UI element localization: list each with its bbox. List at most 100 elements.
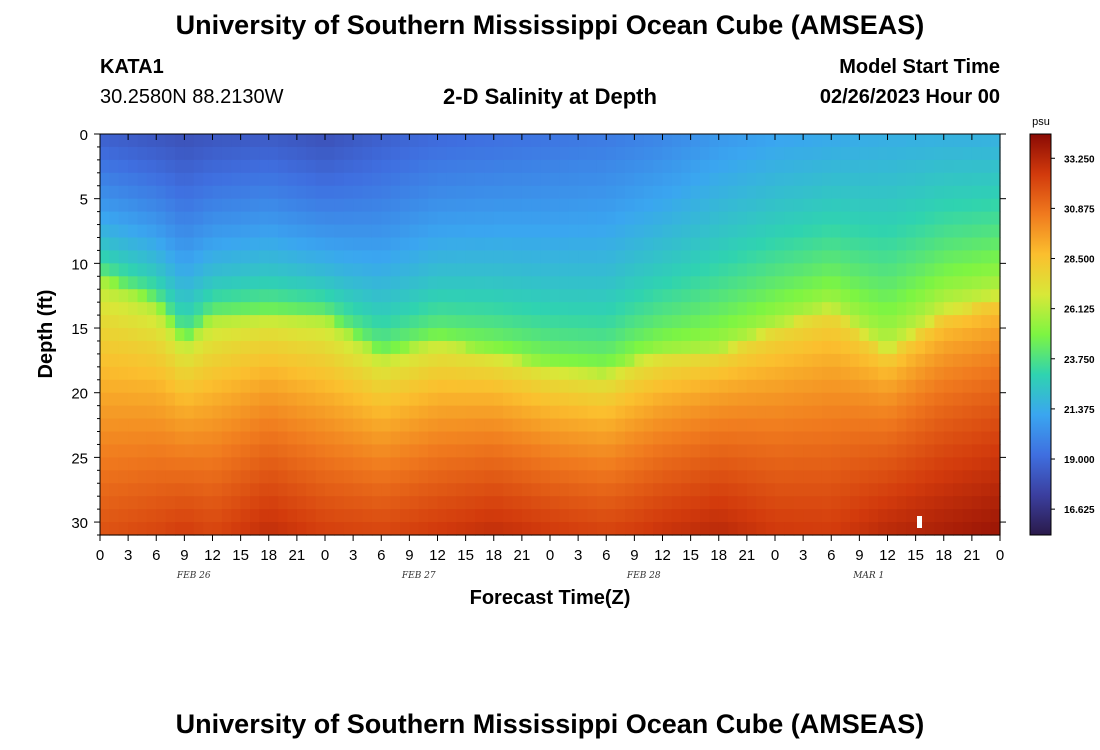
heatmap-cell	[353, 444, 364, 458]
heatmap-cell	[278, 211, 289, 226]
heatmap-cell	[184, 172, 195, 187]
heatmap-cell	[353, 340, 364, 355]
heatmap-cell	[568, 340, 579, 355]
heatmap-cell	[803, 302, 814, 316]
heatmap-cell	[568, 302, 579, 316]
heatmap-cell	[146, 276, 157, 290]
heatmap-cell	[906, 263, 917, 277]
heatmap-cell	[831, 496, 842, 510]
heatmap-cell	[662, 457, 673, 471]
heatmap-cell	[118, 315, 129, 329]
heatmap-cell	[981, 315, 992, 329]
heatmap-cell	[737, 276, 748, 290]
heatmap-cell	[615, 224, 626, 239]
heatmap-cell	[475, 353, 485, 368]
heatmap-cell	[456, 340, 467, 355]
heatmap-cell	[812, 263, 823, 277]
heatmap-cell	[793, 302, 804, 316]
heatmap-cell	[596, 263, 607, 277]
heatmap-cell	[793, 198, 804, 213]
heatmap-cell	[934, 366, 945, 381]
heatmap-cell	[840, 211, 851, 226]
heatmap-cell	[653, 276, 664, 290]
heatmap-cell	[503, 237, 514, 252]
heatmap-cell	[118, 146, 129, 161]
heatmap-cell	[840, 185, 851, 200]
heatmap-cell	[671, 444, 682, 458]
heatmap-cell	[775, 172, 785, 187]
heatmap-cell	[531, 496, 542, 510]
heatmap-cell	[390, 405, 401, 420]
heatmap-cell	[718, 457, 729, 471]
heatmap-cell	[746, 509, 757, 523]
heatmap-cell	[400, 470, 410, 484]
heatmap-cell	[512, 289, 523, 303]
heatmap-cell	[643, 263, 654, 277]
heatmap-cell	[456, 134, 467, 148]
heatmap-cell	[118, 431, 129, 446]
heatmap-cell	[578, 431, 589, 446]
heatmap-cell	[531, 237, 542, 252]
heatmap-cell	[831, 353, 842, 368]
heatmap-cell	[906, 353, 917, 368]
heatmap-cell	[568, 444, 579, 458]
heatmap-cell	[184, 444, 195, 458]
heatmap-cell	[146, 289, 157, 303]
heatmap-cell	[550, 366, 560, 381]
heatmap-cell	[859, 379, 870, 394]
heatmap-cell	[231, 250, 242, 264]
heatmap-cell	[353, 224, 364, 239]
heatmap-cell	[390, 315, 401, 329]
heatmap-cell	[240, 340, 251, 355]
heatmap-cell	[653, 302, 664, 316]
heatmap-cell	[803, 224, 814, 239]
heatmap-cell	[212, 379, 223, 394]
heatmap-cell	[971, 289, 982, 303]
heatmap-cell	[409, 328, 420, 342]
heatmap-cell	[100, 276, 110, 290]
heatmap-cell	[156, 146, 167, 161]
heatmap-cell	[540, 224, 551, 239]
heatmap-cell	[625, 405, 635, 420]
heatmap-cell	[250, 146, 260, 161]
heatmap-cell	[503, 134, 514, 148]
heatmap-cell	[662, 302, 673, 316]
heatmap-cell	[859, 185, 870, 200]
heatmap-cell	[662, 340, 673, 355]
heatmap-cell	[756, 198, 767, 213]
heatmap-cell	[240, 302, 251, 316]
heatmap-cell	[231, 276, 242, 290]
heatmap-cell	[671, 159, 682, 174]
heatmap-cell	[137, 276, 148, 290]
heatmap-cell	[353, 379, 364, 394]
heatmap-cell	[578, 353, 589, 368]
heatmap-cell	[100, 198, 110, 213]
heatmap-cell	[156, 276, 167, 290]
heatmap-cell	[812, 172, 823, 187]
heatmap-cell	[456, 289, 467, 303]
heatmap-cell	[578, 224, 589, 239]
heatmap-cell	[671, 366, 682, 381]
heatmap-cell	[100, 353, 110, 368]
heatmap-cell	[868, 276, 879, 290]
heatmap-cell	[700, 276, 710, 290]
heatmap-cell	[765, 198, 776, 213]
heatmap-cell	[109, 211, 120, 226]
heatmap-cell	[718, 328, 729, 342]
heatmap-cell	[821, 315, 832, 329]
heatmap-cell	[803, 444, 814, 458]
heatmap-cell	[737, 172, 748, 187]
heatmap-cell	[578, 457, 589, 471]
heatmap-cell	[859, 263, 870, 277]
heatmap-cell	[587, 172, 598, 187]
heatmap-cell	[578, 522, 589, 536]
heatmap-cell	[221, 418, 232, 433]
heatmap-cell	[278, 405, 289, 420]
heatmap-cell	[756, 431, 767, 446]
heatmap-cell	[953, 470, 964, 484]
heatmap-cell	[409, 276, 420, 290]
heatmap-cell	[250, 379, 260, 394]
heatmap-cell	[634, 457, 645, 471]
heatmap-cell	[896, 483, 907, 497]
